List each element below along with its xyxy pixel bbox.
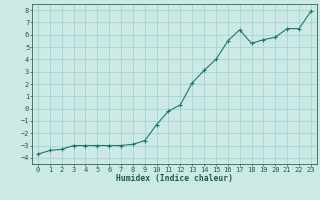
X-axis label: Humidex (Indice chaleur): Humidex (Indice chaleur) xyxy=(116,174,233,183)
